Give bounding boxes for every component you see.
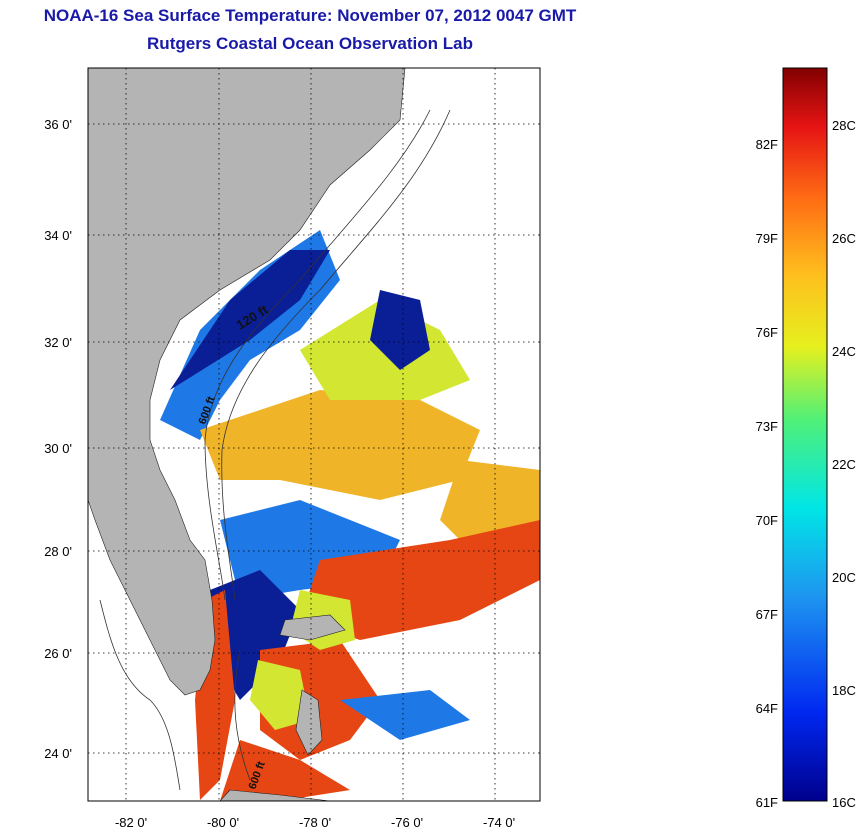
colorbar-c-label: 16C (832, 795, 856, 810)
colorbar-f-label: 61F (756, 795, 778, 810)
map-title: NOAA-16 Sea Surface Temperature: Novembe… (43, 6, 577, 25)
lon-label: -78 0' (299, 815, 331, 830)
map-subtitle: Rutgers Coastal Ocean Observation Lab (147, 34, 473, 53)
land-mass-bahamas (279, 614, 346, 641)
colorbar-gradient (782, 67, 828, 802)
lon-label: -74 0' (483, 815, 515, 830)
lat-label: 34 0' (44, 228, 72, 243)
colorbar-f-label: 67F (756, 607, 778, 622)
map-frame (87, 67, 541, 802)
colorbar-f-label: 73F (756, 419, 778, 434)
lat-label: 32 0' (44, 335, 72, 350)
lon-label: -80 0' (207, 815, 239, 830)
colorbar-c-label: 18C (832, 683, 856, 698)
colorbar-f-label: 70F (756, 513, 778, 528)
land-mass-andros (295, 689, 323, 756)
temperature-colorbar: 82F 79F 76F 73F 70F 67F 64F 61F 28C 26C … (756, 67, 856, 810)
colorbar-f-label: 64F (756, 701, 778, 716)
graticule (88, 68, 540, 801)
lat-label: 24 0' (44, 746, 72, 761)
colorbar-f-label: 79F (756, 231, 778, 246)
lat-label: 36 0' (44, 117, 72, 132)
longitude-labels: -82 0' -80 0' -78 0' -76 0' -74 0' (115, 815, 515, 830)
colorbar-c-label: 28C (832, 118, 856, 133)
bathymetry-contours (99, 109, 451, 791)
map-panel: 120 ft 600 ft 600 ft (88, 68, 540, 801)
lon-label: -76 0' (391, 815, 423, 830)
land-mass-cuba (219, 789, 331, 801)
lat-label: 30 0' (44, 441, 72, 456)
colorbar-c-label: 26C (832, 231, 856, 246)
land-mass-us-southeast (88, 68, 406, 696)
colorbar-f-label: 82F (756, 137, 778, 152)
colorbar-celsius-labels: 28C 26C 24C 22C 20C 18C 16C (832, 118, 856, 810)
lat-label: 26 0' (44, 646, 72, 661)
colorbar-f-label: 76F (756, 325, 778, 340)
lat-label: 28 0' (44, 544, 72, 559)
colorbar-c-label: 22C (832, 457, 856, 472)
colorbar-c-label: 24C (832, 344, 856, 359)
colorbar-fahrenheit-labels: 82F 79F 76F 73F 70F 67F 64F 61F (756, 137, 778, 810)
lon-label: -82 0' (115, 815, 147, 830)
sst-imagery (160, 230, 540, 801)
latitude-labels: 36 0' 34 0' 32 0' 30 0' 28 0' 26 0' 24 0… (44, 117, 72, 761)
colorbar-c-label: 20C (832, 570, 856, 585)
